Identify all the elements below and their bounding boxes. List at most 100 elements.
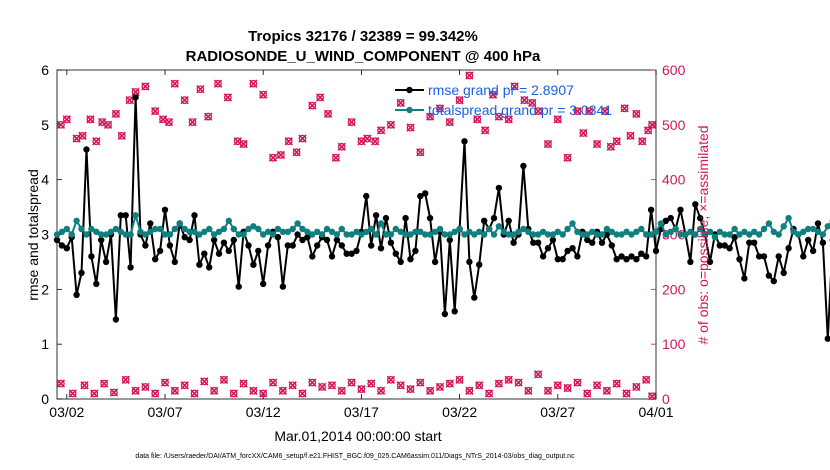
obs-assimilated-point <box>131 87 140 97</box>
obs-assimilated-point <box>180 95 189 105</box>
legend-rmse-label: rmse grand pr = 2.8907 <box>428 82 574 98</box>
obs-assimilated-point <box>200 377 209 386</box>
totalspread-point <box>579 231 586 238</box>
obs-assimilated-point <box>435 382 445 392</box>
y-right-tick-label: 100 <box>662 336 686 352</box>
totalspread-point <box>731 225 738 233</box>
obs-possible-point <box>367 379 376 388</box>
obs-possible-point <box>406 385 415 393</box>
totalspread-point <box>152 225 159 233</box>
obs-assimilated-point <box>543 386 553 395</box>
totalspread-point <box>721 231 728 238</box>
obs-possible-point <box>112 110 120 118</box>
rmse-point <box>559 256 566 263</box>
legend: rmse grand pr = 2.8907 totalspread grand… <box>395 82 612 118</box>
rmse-point <box>83 146 90 153</box>
totalspread-point <box>83 231 90 238</box>
obs-assimilated-point <box>632 382 641 392</box>
totalspread-point <box>117 228 125 235</box>
obs-possible-point <box>489 90 497 99</box>
totalspread-point <box>490 231 498 238</box>
totalspread-point <box>603 225 611 233</box>
obs-assimilated-point <box>465 386 474 395</box>
obs-possible-point <box>141 82 150 91</box>
totalspread-point <box>206 225 213 233</box>
obs-possible-point <box>328 381 336 390</box>
rmse-point <box>382 214 390 222</box>
y-axis-left-label: rmse and totalspread <box>25 169 41 301</box>
obs-assimilated-point <box>473 115 482 124</box>
rmse-point <box>824 335 830 342</box>
obs-assimilated-point <box>520 95 529 105</box>
obs-assimilated-point <box>583 389 592 398</box>
obs-possible-point <box>612 379 621 388</box>
totalspread-point <box>701 231 709 238</box>
totalspread-point <box>520 225 527 233</box>
totalspread-point <box>181 225 188 233</box>
obs-assimilated-point <box>323 109 333 119</box>
obs-assimilated-point <box>190 389 199 398</box>
totalspread-point <box>102 231 110 238</box>
obs-possible-point <box>632 110 641 118</box>
rmse-point <box>677 206 684 213</box>
obs-possible-point <box>121 375 130 384</box>
obs-assimilated-point <box>494 379 504 388</box>
obs-assimilated-point <box>131 386 140 395</box>
totalspread-point <box>122 231 129 238</box>
y-left-tick-label: 3 <box>41 227 49 243</box>
obs-possible-point <box>481 126 489 135</box>
totalspread-point <box>274 225 282 233</box>
totalspread-point <box>392 225 399 233</box>
rmse-point <box>805 236 812 244</box>
totalspread-point <box>716 228 723 235</box>
totalspread-point <box>358 231 365 238</box>
obs-assimilated-point <box>78 131 87 140</box>
obs-possible-point <box>180 381 189 390</box>
totalspread-point <box>790 228 797 235</box>
rmse-point <box>314 242 321 249</box>
obs-possible-point <box>86 115 95 124</box>
totalspread-point <box>289 225 296 233</box>
rmse-point <box>264 242 272 249</box>
obs-possible-point <box>377 386 385 395</box>
obs-possible-point <box>377 126 385 135</box>
rmse-point <box>623 256 630 263</box>
totalspread-point <box>574 228 581 235</box>
obs-possible-point <box>220 375 228 384</box>
obs-possible-point <box>57 120 65 129</box>
obs-assimilated-point <box>465 71 474 80</box>
obs-assimilated-point <box>337 142 346 151</box>
y-right-tick-label: 600 <box>662 62 686 78</box>
totalspread-point <box>156 225 164 233</box>
obs-assimilated-point <box>298 134 307 143</box>
obs-assimilated-point <box>504 115 513 124</box>
obs-possible-point <box>455 96 464 105</box>
totalspread-point <box>608 228 615 235</box>
totalspread-point <box>338 225 345 233</box>
totalspread-point <box>706 228 714 235</box>
totalspread-point <box>402 231 409 238</box>
rmse-point <box>392 250 399 257</box>
rmse-point <box>73 291 80 298</box>
obs-assimilated-point <box>209 386 219 395</box>
totalspread-point <box>88 225 95 233</box>
totalspread-point <box>147 228 154 235</box>
obs-possible-point <box>284 137 293 146</box>
rmse-point <box>535 239 542 246</box>
totalspread-point <box>240 231 247 238</box>
totalspread-point <box>250 223 257 230</box>
rmse-point <box>564 247 571 255</box>
obs-possible-point <box>100 379 108 388</box>
totalspread-point <box>549 231 557 238</box>
rmse-point <box>112 316 120 323</box>
totalspread-point <box>819 231 827 238</box>
rmse-point <box>201 250 208 257</box>
y-left-tick-label: 0 <box>41 391 49 407</box>
rmse-point <box>539 253 547 260</box>
totalspread-point <box>348 231 355 238</box>
rmse-point <box>706 258 714 266</box>
rmse-point <box>628 253 635 260</box>
rmse-point <box>88 253 95 260</box>
totalspread-point <box>220 225 228 233</box>
